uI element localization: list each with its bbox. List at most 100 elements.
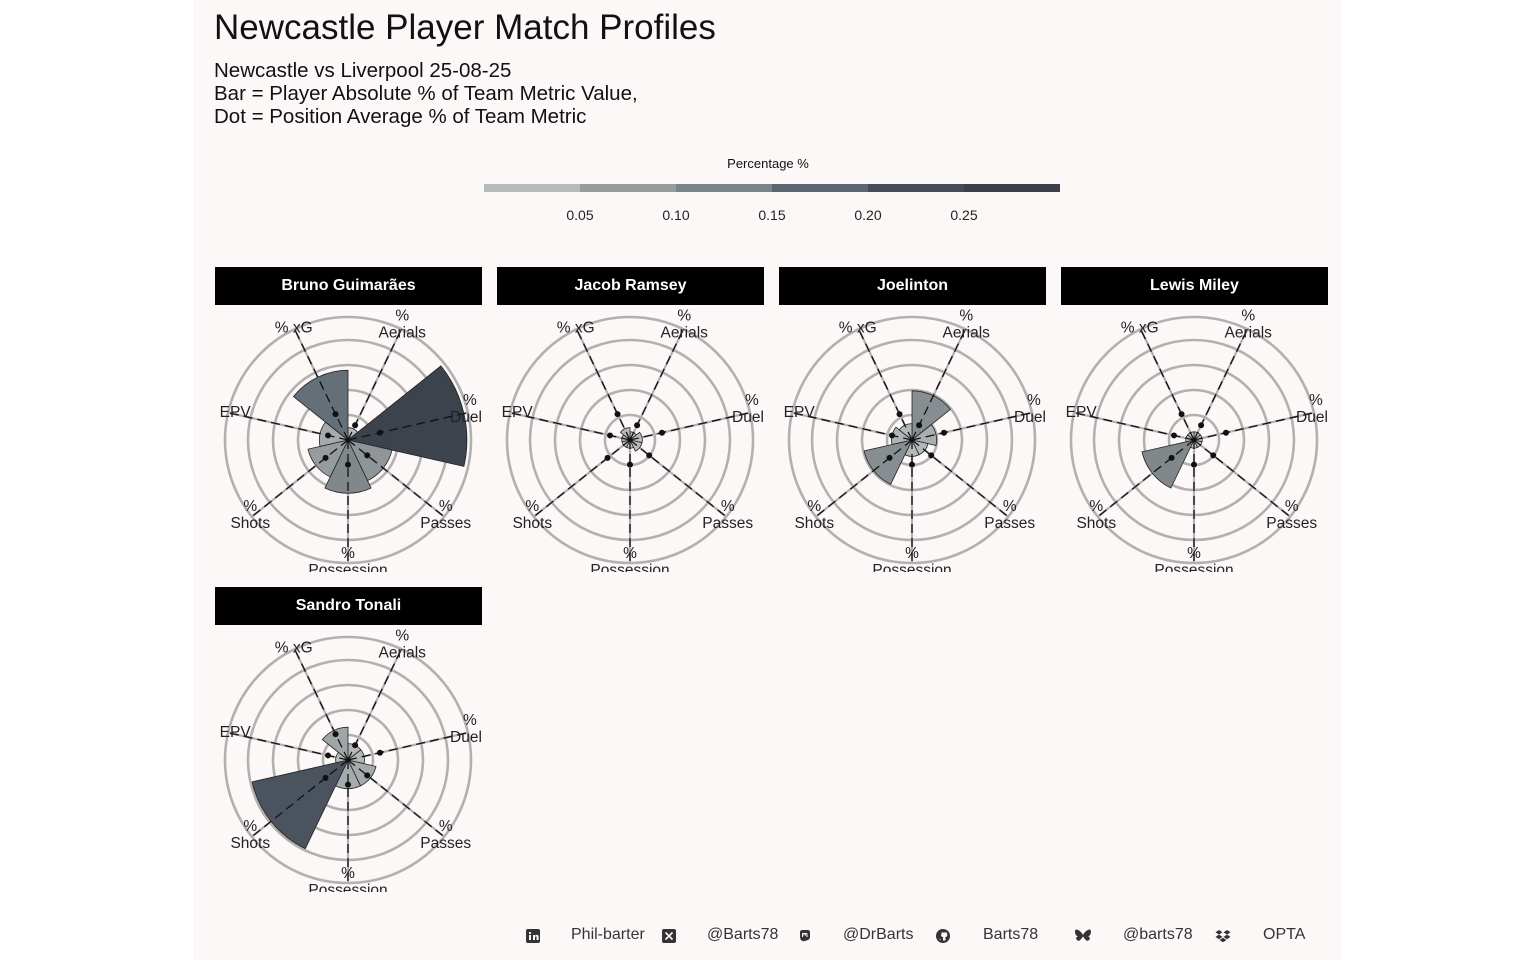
- position-average-dot: [1198, 422, 1205, 429]
- metric-bar: [292, 369, 349, 441]
- plot-panel: [193, 0, 1342, 960]
- mastodon-icon[interactable]: [798, 922, 812, 950]
- metric-label: % xG: [557, 319, 595, 336]
- position-average-dot: [325, 752, 332, 759]
- position-average-dot: [376, 429, 383, 436]
- metric-axis: [347, 439, 445, 518]
- metric-axis: [347, 759, 445, 838]
- position-average-dot: [1171, 432, 1178, 439]
- x-twitter-icon[interactable]: [662, 922, 676, 950]
- player-strip: Lewis Miley: [1061, 267, 1328, 305]
- metric-label: % Possession: [590, 545, 669, 579]
- dropbox-icon[interactable]: [1215, 922, 1231, 950]
- metric-label: % Aerials: [943, 307, 991, 341]
- metric-axis: [347, 731, 469, 761]
- player-strip: Sandro Tonali: [215, 587, 482, 625]
- legend-swatch: [964, 184, 1060, 192]
- metric-label: % Possession: [872, 545, 951, 579]
- metric-axis: [1097, 439, 1195, 518]
- radar-chart: % Aerials % Duels % Passes % Possession % Shots % …: [202, 627, 482, 899]
- footer-handle[interactable]: OPTA: [1263, 926, 1306, 943]
- metric-label: % Passes: [420, 498, 471, 532]
- radar-chart: % Aerials % Duels % Passes % Possession % Shots % …: [484, 307, 772, 579]
- metric-axis: [629, 439, 727, 518]
- metric-label: % xG: [839, 319, 877, 336]
- metric-label: % Aerials: [661, 307, 709, 341]
- position-average-dot: [322, 454, 329, 461]
- legend-swatch: [484, 184, 580, 192]
- metric-label: % EPV: [202, 724, 252, 741]
- legend-tick-label: 0.05: [566, 207, 593, 223]
- page-title: Newcastle Player Match Profiles: [214, 8, 716, 47]
- position-average-dot: [607, 432, 614, 439]
- metric-axis: [1193, 411, 1315, 441]
- position-average-dot: [332, 731, 339, 738]
- position-average-dot: [1210, 452, 1217, 459]
- metric-bar: [911, 424, 937, 446]
- position-average-dot: [325, 432, 332, 439]
- github-icon[interactable]: [936, 922, 950, 950]
- linkedin-icon[interactable]: [526, 922, 540, 950]
- position-average-dot: [352, 422, 359, 429]
- legend-swatch: [676, 184, 772, 192]
- position-average-dot: [332, 411, 339, 418]
- bluesky-icon[interactable]: [1074, 922, 1092, 950]
- subtitle-line-2: Bar = Player Absolute % of Team Metric V…: [214, 82, 638, 105]
- metric-axis: [815, 439, 913, 518]
- footer-credits: Phil-barter @Barts78 @DrBarts Barts78 @barts…: [0, 922, 1536, 950]
- metric-label: % Passes: [984, 498, 1035, 532]
- metric-axis: [576, 328, 631, 441]
- metric-bar: [1141, 439, 1195, 489]
- metric-label: % Passes: [420, 818, 471, 852]
- position-average-dot: [889, 432, 896, 439]
- metric-bar: [863, 439, 913, 485]
- metric-axis: [629, 328, 684, 441]
- metric-axis: [251, 439, 349, 518]
- metric-label: % EPV: [202, 404, 252, 421]
- metric-label: % Duels: [1014, 392, 1054, 426]
- metric-label: % Shots: [794, 498, 834, 532]
- metric-label: % Duels: [1296, 392, 1336, 426]
- radar-chart: % Aerials % Duels % Passes % Possession % Shots % …: [202, 307, 490, 579]
- legend-tick-label: 0.25: [950, 207, 977, 223]
- position-average-dot: [634, 422, 641, 429]
- position-average-dot: [940, 429, 947, 436]
- position-average-dot: [322, 774, 329, 781]
- metric-axis: [533, 439, 631, 518]
- position-average-dot: [928, 452, 935, 459]
- metric-label: % EPV: [766, 404, 816, 421]
- metric-axis: [294, 328, 349, 441]
- metric-label: % Possession: [1154, 545, 1233, 579]
- metric-axis: [347, 328, 402, 441]
- footer-handle[interactable]: @DrBarts: [843, 926, 914, 943]
- footer-handle[interactable]: @barts78: [1123, 926, 1193, 943]
- metric-axis: [1193, 439, 1291, 518]
- metric-label: % EPV: [484, 404, 534, 421]
- metric-label: % Duels: [450, 392, 490, 426]
- radar-chart: % Aerials % Duels % Passes % Possession % Shots % …: [766, 307, 1054, 579]
- footer-handle[interactable]: Phil-barter: [571, 926, 645, 943]
- metric-label: % Shots: [512, 498, 552, 532]
- metric-axis: [911, 439, 1009, 518]
- legend-title: Percentage %: [727, 156, 809, 171]
- metric-axis: [347, 411, 469, 441]
- metric-axis: [347, 648, 402, 761]
- metric-bar: [619, 427, 631, 441]
- position-average-dot: [658, 429, 665, 436]
- metric-label: % Possession: [308, 865, 387, 899]
- metric-label: % Passes: [1266, 498, 1317, 532]
- position-average-dot: [909, 461, 915, 468]
- metric-label: % Duels: [732, 392, 772, 426]
- metric-axis: [251, 759, 349, 838]
- metric-label: % Shots: [230, 498, 270, 532]
- legend-tick-label: 0.20: [854, 207, 881, 223]
- footer-handle[interactable]: @Barts78: [707, 926, 779, 943]
- metric-label: % Aerials: [379, 307, 427, 341]
- footer-handle[interactable]: Barts78: [983, 926, 1039, 943]
- metric-label: % Possession: [308, 545, 387, 579]
- legend-swatch: [772, 184, 868, 192]
- metric-axis: [858, 328, 913, 441]
- legend-swatch: [868, 184, 964, 192]
- legend-tick-label: 0.10: [662, 207, 689, 223]
- player-strip: Bruno Guimarães: [215, 267, 482, 305]
